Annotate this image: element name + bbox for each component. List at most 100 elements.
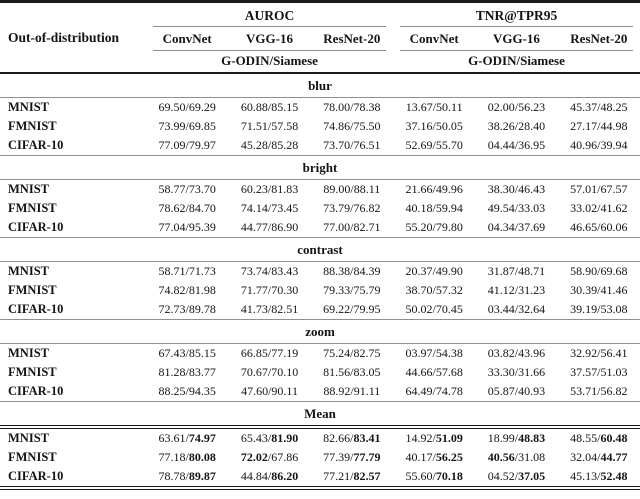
value-siamese: 40.93 xyxy=(518,384,546,398)
section-title: blur xyxy=(0,72,640,98)
row-label: CIFAR-10 xyxy=(8,469,64,483)
row-label: MNIST xyxy=(8,264,49,278)
metric-cell: 77.21/82.57 xyxy=(311,467,393,488)
value-siamese: 86.20 xyxy=(271,469,299,483)
value-siamese: 73.70 xyxy=(188,182,216,196)
metric-cell: 03.82/43.96 xyxy=(475,344,557,364)
metric-cell: 77.09/79.97 xyxy=(146,136,228,156)
metric-cell: 04.52/37.05 xyxy=(475,467,557,488)
value-separator: / xyxy=(185,450,189,464)
value-siamese: 50.11 xyxy=(436,100,463,114)
value-godin: 65.43 xyxy=(240,431,268,445)
value-separator: / xyxy=(350,283,354,297)
out-of-distribution-header: Out-of-distribution xyxy=(0,1,147,74)
value-separator: / xyxy=(597,220,601,234)
value-godin: 77.00 xyxy=(323,220,351,234)
metric-cell: 50.02/70.45 xyxy=(393,300,475,320)
value-godin: 49.54 xyxy=(487,201,515,215)
value-separator: / xyxy=(267,431,272,445)
value-siamese: 57.68 xyxy=(435,365,463,379)
value-siamese: 50.05 xyxy=(435,119,463,133)
value-siamese: 41.62 xyxy=(600,201,628,215)
metric-cell: 64.49/74.78 xyxy=(393,382,475,402)
metric-cell: 52.69/55.70 xyxy=(393,136,475,156)
value-separator: / xyxy=(185,264,189,278)
metric-cell: 67.43/85.15 xyxy=(146,344,228,364)
value-separator: / xyxy=(597,469,601,483)
value-godin: 78.78 xyxy=(158,469,186,483)
table-row: MNIST 69.50/69.29 60.88/85.15 78.00/78.38 13… xyxy=(0,98,640,118)
value-separator: / xyxy=(432,138,436,152)
value-godin: 20.37 xyxy=(405,264,433,278)
value-godin: 58.90 xyxy=(570,264,598,278)
value-separator: / xyxy=(514,264,519,278)
metric-cell: 38.26/28.40 xyxy=(475,117,557,136)
value-siamese: 67.57 xyxy=(600,182,628,196)
value-separator: / xyxy=(350,264,354,278)
value-separator: / xyxy=(432,201,436,215)
value-godin: 38.30 xyxy=(487,182,515,196)
value-godin: 52.69 xyxy=(405,138,433,152)
value-separator: / xyxy=(514,431,519,445)
value-siamese: 89.78 xyxy=(188,302,216,316)
value-godin: 37.57 xyxy=(570,365,598,379)
metric-cell: 18.99/48.83 xyxy=(475,427,557,448)
section-title: zoom xyxy=(0,319,640,344)
metric-cell: 77.18/80.08 xyxy=(146,448,228,467)
value-separator: / xyxy=(514,220,519,234)
value-siamese: 79.95 xyxy=(353,302,381,316)
value-separator: / xyxy=(597,119,601,133)
value-separator: / xyxy=(350,431,354,445)
metric-cell: 78.00/78.38 xyxy=(311,98,393,118)
value-godin: 89.00 xyxy=(323,182,351,196)
value-separator: / xyxy=(185,302,189,316)
metric-cell: 44.84/86.20 xyxy=(228,467,310,488)
metric-cell: 74.86/75.50 xyxy=(311,117,393,136)
value-siamese: 69.68 xyxy=(600,264,628,278)
metric-cell: 27.17/44.98 xyxy=(558,117,640,136)
value-separator: / xyxy=(597,302,601,316)
value-godin: 40.56 xyxy=(487,450,515,464)
value-separator: / xyxy=(514,119,519,133)
value-godin: 77.09 xyxy=(158,138,186,152)
value-godin: 18.99 xyxy=(487,431,515,445)
section-title: contrast xyxy=(0,237,640,262)
value-siamese: 49.90 xyxy=(435,264,463,278)
value-godin: 38.26 xyxy=(487,119,515,133)
value-godin: 41.73 xyxy=(240,302,268,316)
value-siamese: 32.64 xyxy=(518,302,546,316)
value-separator: / xyxy=(514,201,519,215)
value-godin: 27.17 xyxy=(570,119,598,133)
value-siamese: 37.05 xyxy=(518,469,546,483)
value-separator: / xyxy=(185,365,189,379)
value-separator: / xyxy=(267,220,272,234)
metric-cell: 69.50/69.29 xyxy=(146,98,228,118)
metric-cell: 58.90/69.68 xyxy=(558,262,640,282)
value-godin: 55.20 xyxy=(405,220,433,234)
table-row: MNIST 58.77/73.70 60.23/81.83 89.00/88.11 21… xyxy=(0,180,640,200)
metric-cell: 73.99/69.85 xyxy=(146,117,228,136)
metric-cell: 37.57/51.03 xyxy=(558,363,640,382)
value-godin: 78.00 xyxy=(323,100,351,114)
value-godin: 33.30 xyxy=(487,365,515,379)
section-title: Mean xyxy=(0,401,640,429)
metric-cell: 66.85/77.19 xyxy=(228,344,310,364)
value-separator: / xyxy=(267,264,272,278)
table-row: CIFAR-10 77.09/79.97 45.28/85.28 73.70/76.5… xyxy=(0,136,640,156)
value-siamese: 39.94 xyxy=(600,138,628,152)
metric-cell: 69.22/79.95 xyxy=(311,300,393,320)
value-godin: 57.01 xyxy=(570,182,598,196)
section-header-row-mean: Mean xyxy=(0,401,640,429)
metric-cell: 38.30/46.43 xyxy=(475,180,557,200)
value-separator: / xyxy=(267,469,272,483)
value-siamese: 95.39 xyxy=(188,220,216,234)
value-separator: / xyxy=(267,365,272,379)
value-siamese: 81.98 xyxy=(188,283,216,297)
metric-cell: 58.71/71.73 xyxy=(146,262,228,282)
value-godin: 73.70 xyxy=(323,138,351,152)
metric-cell: 33.30/31.66 xyxy=(475,363,557,382)
value-separator: / xyxy=(267,119,272,133)
value-siamese: 79.80 xyxy=(435,220,463,234)
value-separator: / xyxy=(185,119,189,133)
